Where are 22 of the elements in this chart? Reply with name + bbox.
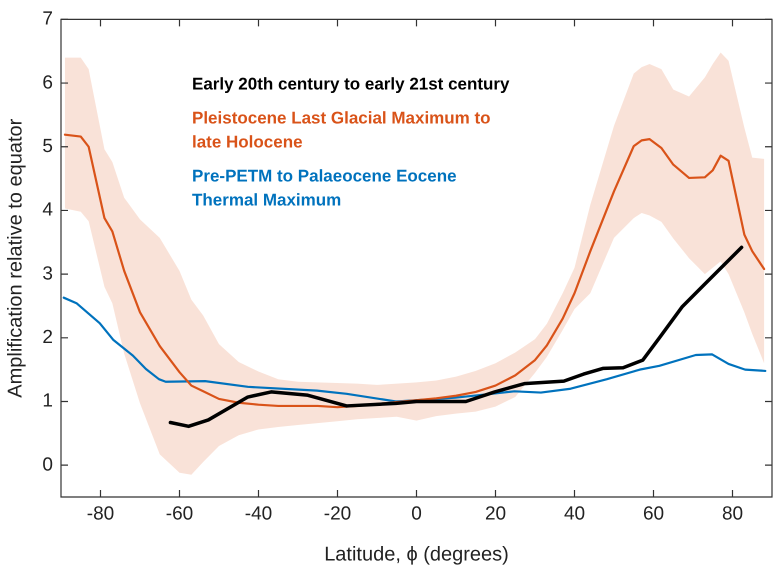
x-tick-label: 60 [642, 504, 664, 525]
text: Early 20th century to early 21st century [192, 74, 510, 94]
y-tick-label: 4 [42, 200, 54, 221]
y-tick-label: 5 [42, 136, 53, 157]
x-tick-label: -80 [86, 504, 114, 525]
x-tick-label: 80 [722, 504, 744, 525]
x-tick-label: -20 [324, 504, 352, 525]
text: Pre-PETM to Palaeocene Eocene Thermal Maximum [192, 166, 457, 210]
x-tick-label: 0 [411, 504, 422, 525]
x-tick-label: -60 [166, 504, 194, 525]
y-tick-label: 3 [42, 263, 53, 284]
y-tick-label: 6 [42, 72, 53, 94]
y-tick-label: 0 [42, 454, 53, 476]
y-tick-label: 1 [42, 390, 53, 412]
x-tick-label: -40 [244, 504, 272, 525]
y-axis-title: Amplification relative to equator [4, 118, 27, 398]
y-tick-label: 7 [42, 8, 53, 30]
x-tick-label: 40 [564, 504, 586, 525]
text: Pleistocene Last Glacial Maximum to late Holocene [192, 108, 491, 152]
x-axis-title: Latitude, ϕ (degrees) [324, 544, 509, 566]
y-tick-label: 2 [42, 327, 53, 348]
x-tick-label: 20 [484, 504, 506, 525]
